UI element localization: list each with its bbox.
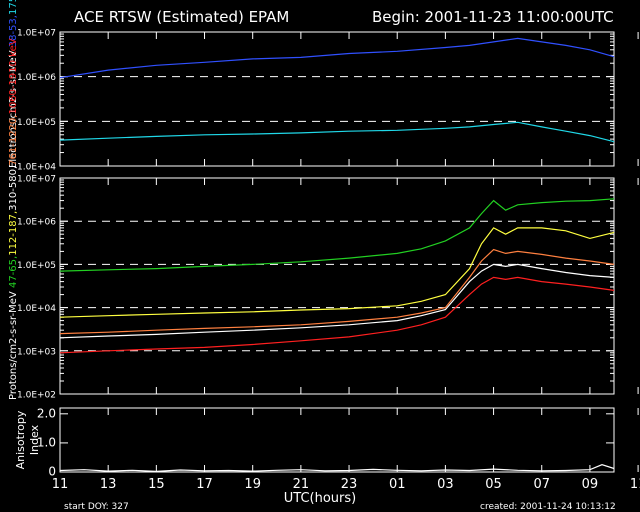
electrons-ytick-label: 1.0E+06 xyxy=(17,73,56,83)
electrons-axis-label: Electrons/cm2-s-sr-MeV 38-53,175-315 keV xyxy=(8,0,19,168)
anisotropy-label-line2: Index xyxy=(28,424,41,455)
protons-ytick-label: 1.0E+03 xyxy=(17,347,56,357)
anisotropy-ytick-label: 1.0 xyxy=(37,435,56,449)
x-tick-label: 21 xyxy=(293,477,310,492)
x-tick-label: 11 xyxy=(630,477,640,492)
x-tick-label: 03 xyxy=(437,477,454,492)
x-tick-label: 19 xyxy=(244,477,261,492)
electrons-series-38-53 xyxy=(59,37,615,79)
electrons-ytick-label: 1.0E+07 xyxy=(17,29,56,39)
protons-series-761-1220 xyxy=(59,248,615,335)
anisotropy-ytick-label: 0 xyxy=(48,465,56,479)
x-axis-label: UTC(hours) xyxy=(284,491,356,506)
electrons-panel-frame xyxy=(59,31,615,167)
x-tick-label: 05 xyxy=(485,477,502,492)
x-tick-labels: 11 13 15 17 19 21 23 01 03 05 07 09 11 xyxy=(52,477,640,492)
protons-ytick-label: 1.0E+05 xyxy=(17,261,56,271)
protons-panel-frame xyxy=(59,177,615,395)
start-doy: start DOY: 327 xyxy=(64,502,129,512)
created-timestamp: created: 2001-11-24 10:13:12 xyxy=(480,502,616,512)
x-tick-label: 09 xyxy=(582,477,599,492)
x-tick-label: 11 xyxy=(52,477,69,492)
electrons-label-part: 38-53, xyxy=(8,15,19,47)
protons-axis-label: Protons/cm2-s-sr-MeV 47-65,112-187,310-5… xyxy=(8,38,19,400)
protons-ytick-label: 1.0E+07 xyxy=(17,175,56,185)
protons-series-310-580 xyxy=(59,263,615,339)
electrons-series-175-315 xyxy=(59,121,615,143)
protons-label-part: 47-65, xyxy=(8,256,19,288)
panel-frames xyxy=(59,31,639,473)
protons-series-1060-1910 xyxy=(59,276,615,354)
protons-label-part: 112-187, xyxy=(8,211,19,256)
protons-label-part: 1060-1910 keV xyxy=(8,38,19,114)
protons-series-112-187 xyxy=(59,227,615,318)
anisotropy-label-line1: Anisotropy xyxy=(14,410,27,469)
x-tick-label: 17 xyxy=(196,477,213,492)
electrons-ytick-label: 1.0E+04 xyxy=(17,163,56,173)
electrons-label-part: Electrons/cm2-s-sr-MeV xyxy=(8,47,19,168)
x-tick-label: 07 xyxy=(533,477,550,492)
x-tick-label: 15 xyxy=(148,477,165,492)
y-tick-labels: 1.0E+04 1.0E+05 1.0E+06 1.0E+07 1.0E+02 1.0E+… xyxy=(17,29,56,479)
x-tick-label: 13 xyxy=(100,477,117,492)
electrons-label-part: 175-315 xyxy=(8,0,19,15)
reference-lines xyxy=(60,76,614,352)
anisotropy-ytick-label: 2.0 xyxy=(37,406,56,420)
anisotropy-panel-frame xyxy=(59,407,615,473)
protons-ytick-label: 1.0E+06 xyxy=(17,218,56,228)
protons-ytick-label: 1.0E+04 xyxy=(17,304,56,314)
chart-title: ACE RTSW (Estimated) EPAM xyxy=(74,8,289,26)
protons-label-part: 310-580, xyxy=(8,166,19,211)
protons-label-part: 761-1220, xyxy=(8,115,19,166)
begin-time: Begin: 2001-11-23 11:00:00UTC xyxy=(372,8,614,26)
x-tick-label: 23 xyxy=(341,477,358,492)
x-tick-label: 01 xyxy=(389,477,406,492)
series-layer xyxy=(59,37,615,473)
protons-label-part: Protons/cm2-s-sr-MeV xyxy=(8,288,19,400)
anisotropy-series-index xyxy=(59,464,615,473)
protons-series-47-65 xyxy=(59,198,615,272)
electrons-ytick-label: 1.0E+05 xyxy=(17,118,56,128)
protons-ytick-label: 1.0E+02 xyxy=(17,391,56,401)
